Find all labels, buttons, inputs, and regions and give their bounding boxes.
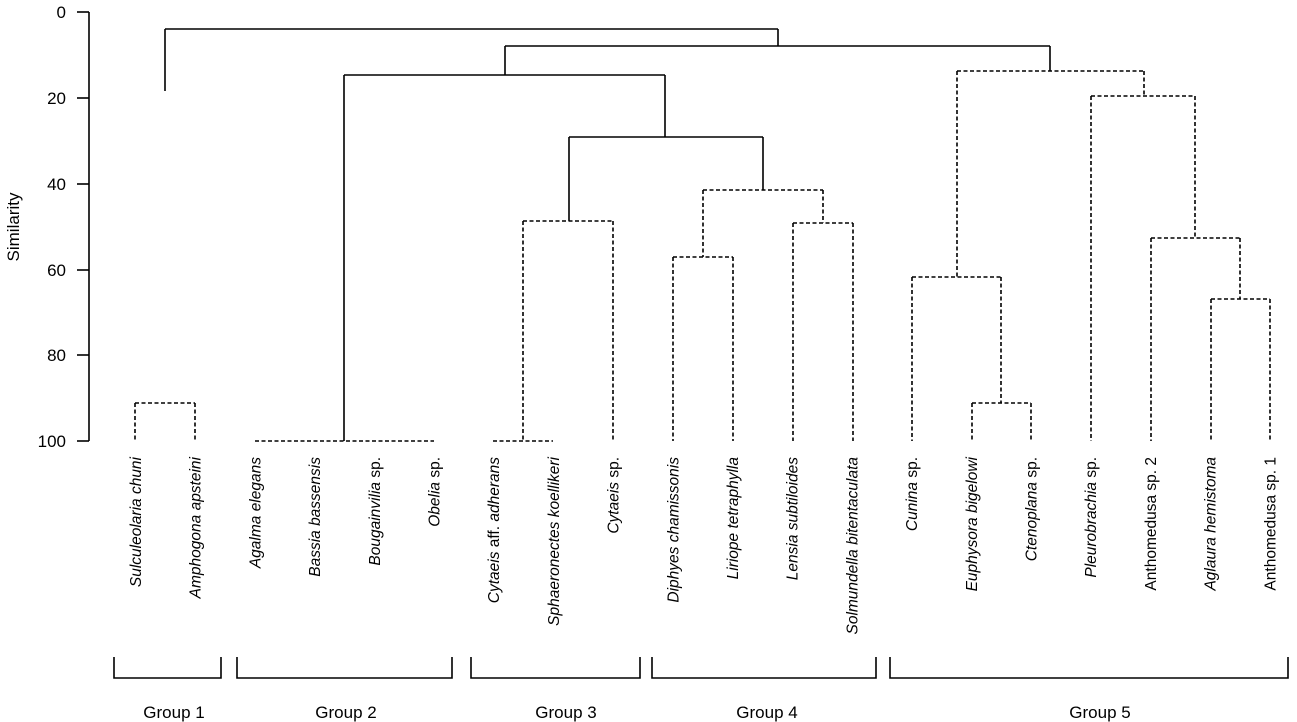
branch-node [792,222,854,441]
leaf-label-segment: Bougainvilia [367,482,384,566]
leaf-label: Obelia sp. [427,457,444,527]
leaf-label-segment: Sulculeolaria chuni [128,456,145,587]
leaf-label-segment: Bassia bassensis [307,457,324,577]
group-bracket [651,657,877,679]
leaf-label-segment: Ctenoplana [1024,482,1041,562]
leaf-label: Ctenoplana sp. [1024,457,1041,561]
y-tick-label: 20 [47,89,66,108]
group-bracket [113,657,222,679]
leaf-label-segment: sp. [1024,457,1041,482]
group-brackets [113,657,1289,679]
y-axis-title: Similarity [4,192,23,261]
leaf-label: Bassia bassensis [307,457,324,577]
branch-node [504,45,1051,75]
leaf-labels: Sulculeolaria chuni Amphogona apsteini Aga… [128,456,1279,634]
leaf-label: Liriope tetraphylla [725,457,742,580]
branch-node [568,136,764,221]
y-tick-label: 40 [47,175,66,194]
y-tick-label: 80 [47,346,66,365]
leaf-label: Aglaura hemistoma [1203,457,1220,592]
leaf-label-segment: adherans [486,457,503,522]
branch-root [164,28,779,91]
leaf-label-segment: sp. [427,457,444,482]
leaf-label: Amphogona apsteini [188,456,205,599]
leaf-label-segment: sp. [904,457,921,482]
branch-node [1150,237,1241,441]
leaf-label: Anthomedusa sp. 2 [1143,457,1160,591]
branch-node [971,402,1032,441]
branch-node [343,74,666,441]
y-tick-label: 100 [38,432,66,451]
y-tick-label: 0 [57,3,66,22]
branch-node [672,256,734,441]
leaf-label-segment: Solmundella bitentaculata [844,457,861,635]
leaf-label-segment: Lensia subtiloides [785,457,802,580]
branch-node [1090,95,1196,441]
leaf-label: Solmundella bitentaculata [844,457,861,635]
leaf-label-segment: Diphyes chamissonis [665,457,682,603]
leaf-label-segment: sp. [606,457,623,482]
leaf-label-segment: Cytaeis [606,482,623,534]
solid-branches [164,28,1051,441]
branch-node [523,220,614,441]
branch-node [493,221,553,442]
leaf-label: Agalma elegans [247,457,264,569]
leaf-label-segment: sp. [1083,457,1100,482]
leaf-label-segment: aff. [486,522,503,552]
leaf-label-segment: Cytaeis [486,551,503,603]
leaf-label-segment: Liriope tetraphylla [725,457,742,580]
leaf-label: Diphyes chamissonis [665,457,682,603]
leaf-label-segment: sp. [367,457,384,482]
leaf-label: Cunina sp. [904,457,921,531]
leaf-label-segment: Cunina [904,482,921,531]
group-label: Group 1 [143,703,204,722]
branch-node [956,70,1145,277]
leaf-label: Bougainvilia sp. [367,457,384,566]
group-labels: Group 1 Group 2 Group 3 Group 4 Group 5 [143,703,1130,722]
leaf-label-segment: Sphaeronectes koellikeri [546,456,563,625]
branch-node [911,276,1002,441]
leaf-label: Anthomedusa sp. 1 [1262,457,1279,591]
leaf-label: Pleurobrachia sp. [1083,457,1100,578]
leaf-label-segment: Pleurobrachia [1083,482,1100,578]
group-bracket [470,657,641,679]
leaf-label: Cytaeis sp. [606,457,623,534]
leaf-label: Sphaeronectes koellikeri [546,456,563,625]
leaf-label-segment: Euphysora bigelowi [964,456,981,591]
leaf-label: Cytaeis aff. adherans [486,457,503,603]
leaf-label: Lensia subtiloides [785,457,802,580]
leaf-label-segment: Amphogona apsteini [188,456,205,599]
group-bracket [236,657,453,679]
leaf-label-segment: Aglaura hemistoma [1203,457,1220,592]
group-bracket [889,657,1289,679]
y-tick-label: 60 [47,261,66,280]
dashed-branches [134,70,1271,442]
y-axis: 0 20 40 60 80 100 Similarity [4,3,90,451]
group-label: Group 5 [1069,703,1130,722]
leaf-label-segment: Anthomedusa sp. 1 [1262,457,1279,591]
leaf-label: Sulculeolaria chuni [128,456,145,587]
leaf-label-segment: Agalma elegans [247,457,264,569]
branch-group1 [134,402,196,441]
leaf-label-segment: Anthomedusa sp. 2 [1143,457,1160,591]
group-label: Group 2 [315,703,376,722]
branch-node [1210,298,1271,441]
group-label: Group 3 [535,703,596,722]
leaf-label-segment: Obelia [427,482,444,527]
leaf-label: Euphysora bigelowi [964,456,981,591]
branch-node [702,189,824,257]
group-label: Group 4 [736,703,797,722]
